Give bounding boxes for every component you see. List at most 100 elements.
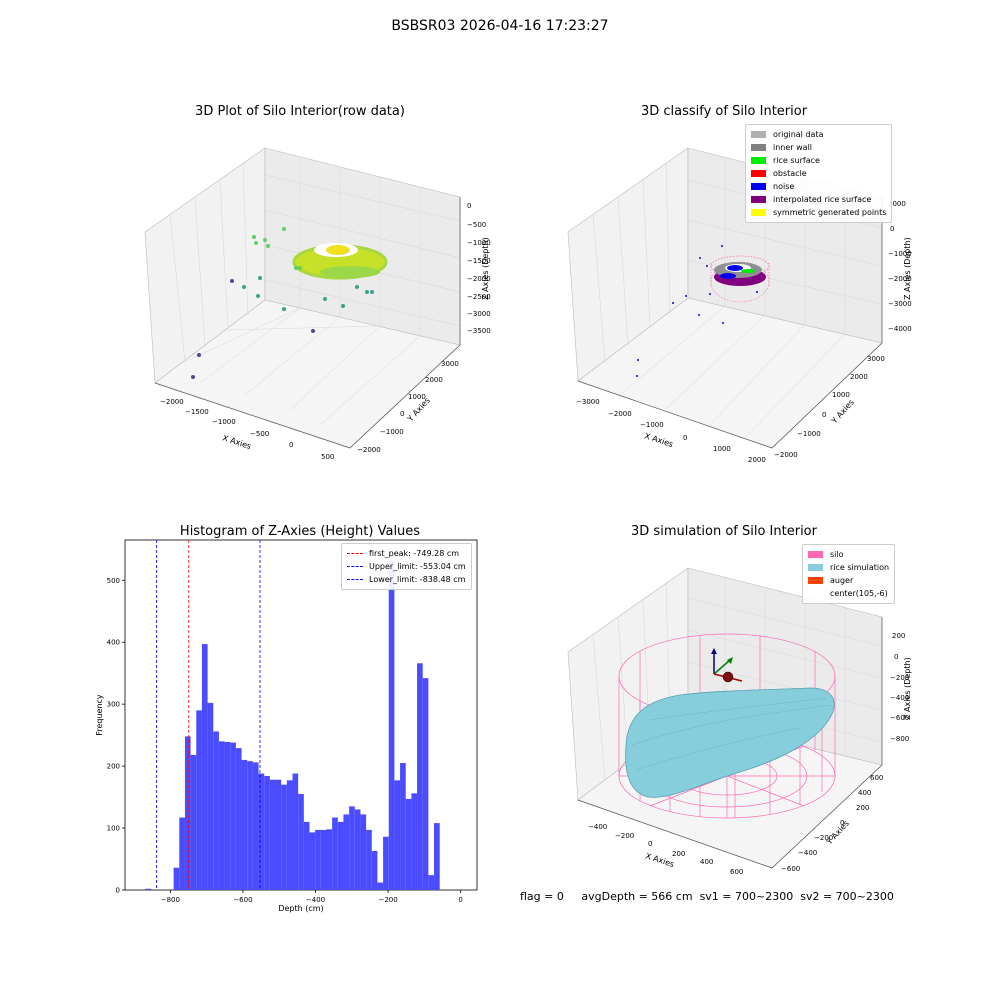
y-tick-label: 400 (107, 639, 120, 647)
panel1-title: 3D Plot of Silo Interior(row data) (195, 104, 405, 119)
avg-depth-text: avgDepth = 566 cm (581, 890, 693, 903)
p2-xtick: −3000 (576, 398, 600, 406)
swatch-rice-simulation (808, 564, 823, 571)
p1-ytick: −1000 (380, 428, 404, 436)
p4-ztick: 0 (894, 653, 898, 661)
swatch-interpolated (751, 196, 766, 203)
panel1-axes (144, 147, 461, 449)
p1-xtick: −1000 (212, 418, 236, 426)
histogram-bar (343, 814, 350, 890)
histogram-bar (230, 742, 236, 890)
rice-surface (625, 687, 835, 798)
histogram-bars (145, 560, 440, 890)
legend-label: first_peak: -749.28 cm (369, 549, 460, 558)
p4-ytick: −600 (781, 865, 800, 873)
p1-ztick: −1500 (467, 257, 491, 265)
legend-item-rice-simulation: rice simulation (808, 561, 889, 574)
histogram-bar (371, 850, 378, 890)
p1-xtick: 500 (321, 453, 334, 461)
histogram-plot: −800 −600 −400 −200 0 0 100 200 300 400 500 Depth… (95, 539, 478, 913)
p2-ytick: −2000 (774, 451, 798, 459)
histogram-bar (326, 829, 333, 890)
swatch-obstacle (751, 170, 766, 177)
p2-xtick: 0 (683, 434, 687, 442)
swatch-rice-surface (751, 157, 766, 164)
legend-item-noise: noise (751, 180, 886, 193)
p2-ytick: 0 (822, 411, 826, 419)
p2-ytick: −1000 (797, 430, 821, 438)
histogram-bar (428, 875, 435, 890)
auger (711, 648, 743, 683)
legend-label: rice simulation (830, 563, 890, 572)
histogram-bar (190, 754, 197, 890)
line-swatch-lower-limit (347, 579, 363, 580)
legend-item-first-peak: first_peak: -749.28 cm (347, 547, 466, 560)
histogram-bar (349, 806, 355, 890)
histogram-bar (207, 702, 214, 890)
p1-xtick: −2000 (160, 398, 184, 406)
histogram-bar (173, 867, 180, 890)
p4-zlabel: Z Axies (Depth) (903, 657, 912, 720)
x-tick-label: −400 (306, 896, 325, 904)
legend-label: rice surface (773, 156, 820, 165)
p4-xtick: 400 (700, 858, 713, 866)
histogram-bar (411, 793, 418, 890)
histogram-bar (366, 829, 372, 890)
p4-ztick: −600 (890, 714, 909, 722)
histogram-bar (315, 829, 321, 890)
histogram-bar (247, 761, 253, 890)
p2-ztick: −1000 (888, 250, 912, 258)
p2-ztick: −2000 (888, 275, 912, 283)
histogram-bar (309, 832, 316, 890)
p1-ytick: 3000 (441, 360, 459, 368)
p2-xtick: 2000 (748, 456, 766, 464)
panel4-legend: silo rice simulation auger center(105,-6… (802, 544, 896, 604)
p4-xtick: 0 (648, 840, 652, 848)
p4-xtick: −400 (588, 823, 607, 831)
p1-xtick: −1500 (185, 408, 209, 416)
p2-ztick: −4000 (888, 325, 912, 333)
legend-label: center(105,-6) (830, 589, 888, 598)
legend-item-center: center(105,-6) (808, 587, 889, 600)
histogram-bar (422, 678, 429, 890)
p1-ytick: 1000 (408, 393, 426, 401)
histogram-bar (252, 762, 259, 890)
p4-ztick: 200 (892, 632, 905, 640)
footer-stats: flag = 0 avgDepth = 566 cm sv1 = 700~230… (520, 890, 894, 903)
histogram-y-ticks: 0 100 200 300 400 500 (107, 577, 125, 895)
p1-ztick: −2500 (467, 293, 491, 301)
p1-ztick: 0 (467, 202, 471, 210)
p2-xlabel: X Axies (643, 431, 674, 449)
p1-zlabel: Z Axies (Depth) (481, 237, 490, 300)
histogram-bar (269, 779, 276, 890)
histogram-bar (337, 821, 344, 890)
histogram-bar (400, 763, 406, 890)
sv2-text: sv2 = 700~2300 (800, 890, 894, 903)
legend-item-lower-limit: Lower_limit: -838.48 cm (347, 573, 466, 586)
histogram-bar (286, 780, 293, 890)
histogram-bar (320, 829, 327, 890)
legend-label: silo (830, 550, 844, 559)
p4-xlabel: X Axies (644, 851, 675, 869)
p2-ytick: 3000 (867, 355, 885, 363)
panel2-points (636, 245, 770, 377)
legend-item-symmetric-generated-points: symmetric generated points (751, 206, 886, 219)
p4-ztick: −400 (890, 694, 909, 702)
p4-ytick: 0 (840, 819, 844, 827)
histogram-bar (241, 759, 248, 890)
p1-ytick: −2000 (357, 446, 381, 454)
legend-item-upper-limit: Upper_limit: -553.04 cm (347, 560, 466, 573)
legend-item-original-data: original data (751, 128, 886, 141)
histogram-bar (201, 644, 208, 890)
p2-ytick: 2000 (850, 373, 868, 381)
histogram-bar (405, 798, 412, 890)
histogram-ylabel: Frequency (95, 694, 104, 736)
p4-ztick: −200 (890, 674, 909, 682)
panel1-points (191, 227, 388, 379)
p1-ztick: −2000 (467, 275, 491, 283)
histogram-bar (275, 779, 282, 890)
p4-ylabel: Y Axies (824, 819, 851, 847)
p1-ytick: 0 (400, 410, 404, 418)
histogram-bar (292, 773, 299, 890)
